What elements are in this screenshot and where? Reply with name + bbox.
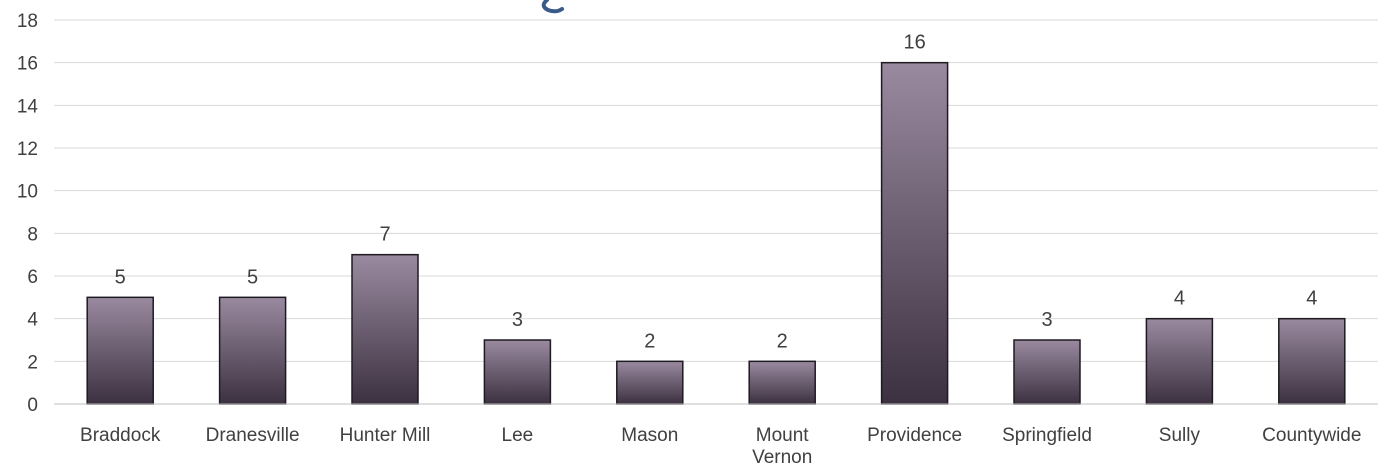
data-label: 3 <box>1041 309 1052 331</box>
bar <box>1013 339 1081 405</box>
data-label: 7 <box>379 224 390 246</box>
y-tick-label: 12 <box>17 139 38 160</box>
y-tick-label: 4 <box>27 310 38 331</box>
bar <box>1145 317 1214 405</box>
category-label: Hunter Mill <box>340 425 431 446</box>
category-label: Mount Vernon <box>752 425 812 468</box>
data-label: 2 <box>777 330 788 352</box>
data-labels: 5 5 7 3 2 2 16 3 4 4 <box>115 32 1318 353</box>
y-tick-label: 0 <box>27 395 38 416</box>
category-labels: Braddock Dranesville Hunter Mill Lee Mason Mo… <box>80 425 1361 468</box>
data-label: 2 <box>644 330 655 352</box>
bar <box>218 296 287 405</box>
category-label: Dranesville <box>206 425 300 446</box>
bar <box>748 360 816 405</box>
y-tick-label: 6 <box>27 267 38 288</box>
y-tick-label: 8 <box>27 224 38 245</box>
category-label: Countywide <box>1262 425 1361 446</box>
category-label: Braddock <box>80 425 161 446</box>
category-label: Providence <box>867 425 962 446</box>
bar <box>880 61 949 405</box>
data-label: 5 <box>247 266 258 288</box>
category-label: Springfield <box>1002 425 1092 446</box>
data-label: 4 <box>1306 288 1317 310</box>
bars <box>86 61 1346 405</box>
data-label: 3 <box>512 309 523 331</box>
y-tick-label: 18 <box>17 11 38 32</box>
bar <box>86 296 154 405</box>
bar <box>616 360 684 405</box>
y-tick-label: 14 <box>17 96 39 117</box>
bar <box>351 253 419 405</box>
bar <box>483 339 552 405</box>
y-axis-ticks: 0 2 4 6 8 10 12 14 16 18 <box>17 11 39 416</box>
bar <box>1278 317 1346 405</box>
data-label: 5 <box>115 266 126 288</box>
category-label: Lee <box>502 425 534 446</box>
category-label: Sully <box>1159 425 1201 446</box>
logo-fragment-icon <box>541 0 564 14</box>
y-tick-label: 2 <box>27 352 38 373</box>
category-label: Mason <box>621 425 678 446</box>
data-label: 16 <box>903 32 925 54</box>
data-label: 4 <box>1174 288 1185 310</box>
y-tick-label: 10 <box>17 182 38 203</box>
y-tick-label: 16 <box>17 54 38 75</box>
